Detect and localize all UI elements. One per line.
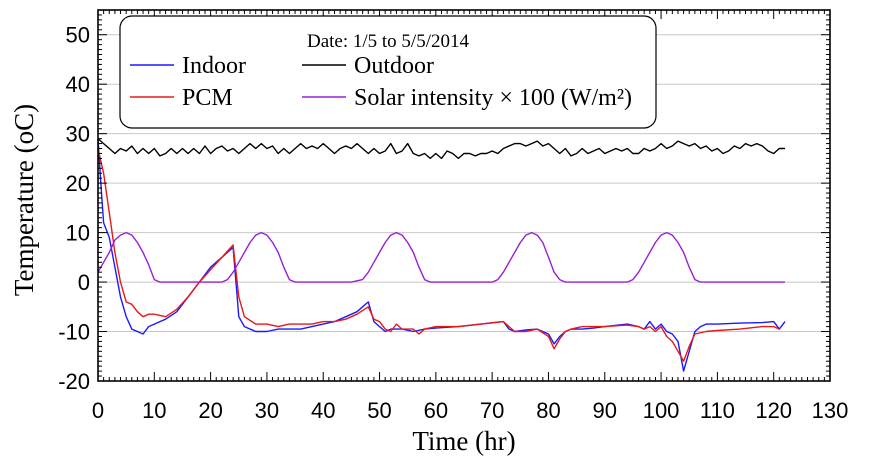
- series-layer: [97, 138, 786, 372]
- x-tick-label: 0: [92, 398, 104, 423]
- legend-date-note: Date: 1/5 to 5/5/2014: [307, 31, 470, 52]
- x-axis-title: Time (hr): [412, 426, 515, 456]
- y-tick-label: 30: [66, 122, 90, 147]
- series-line-3: [97, 231, 785, 283]
- y-tick-label: 0: [78, 270, 90, 295]
- tick-labels: 0 10 20 30 40 50 60 70 80 90 100 110 120 130 -20 -10 0 10…: [58, 23, 848, 423]
- y-axis-title: Temperature (oC): [9, 104, 39, 296]
- x-tick-label: 30: [255, 398, 279, 423]
- x-tick-label: 40: [311, 398, 335, 423]
- x-tick-label: 60: [424, 398, 448, 423]
- x-tick-label: 110: [700, 398, 735, 423]
- x-tick-label: 130: [812, 398, 849, 423]
- legend-label-0: Indoor: [182, 53, 246, 79]
- legend: Date: 1/5 to 5/5/2014 Indoor Outdoor PCM So…: [119, 15, 657, 129]
- y-tick-label: 40: [66, 72, 90, 97]
- x-tick-label: 50: [367, 398, 391, 423]
- x-tick-label: 80: [536, 398, 560, 423]
- x-tick-label: 100: [643, 398, 680, 423]
- x-tick-label: 70: [480, 398, 504, 423]
- y-tick-label: 20: [66, 171, 90, 196]
- y-tick-label: 10: [66, 221, 90, 246]
- legend-entries: Indoor Outdoor PCM Solar intensity × 100 (W…: [130, 53, 632, 111]
- y-tick-label: 50: [66, 23, 90, 48]
- y-tick-label: -20: [58, 369, 90, 394]
- axis-ticks: [97, 9, 831, 382]
- series-line-0: [97, 138, 786, 372]
- series-line-2: [97, 148, 780, 362]
- legend-box: [119, 15, 657, 129]
- x-tick-label: 120: [755, 398, 792, 423]
- series-line-1: [97, 138, 785, 160]
- x-tick-label: 20: [198, 398, 222, 423]
- x-tick-label: 10: [142, 398, 166, 423]
- y-tick-label: -10: [58, 320, 90, 345]
- x-tick-label: 90: [593, 398, 617, 423]
- legend-label-2: PCM: [182, 85, 233, 111]
- legend-label-1: Outdoor: [354, 53, 434, 79]
- legend-label-3: Solar intensity × 100 (W/m²): [354, 85, 632, 111]
